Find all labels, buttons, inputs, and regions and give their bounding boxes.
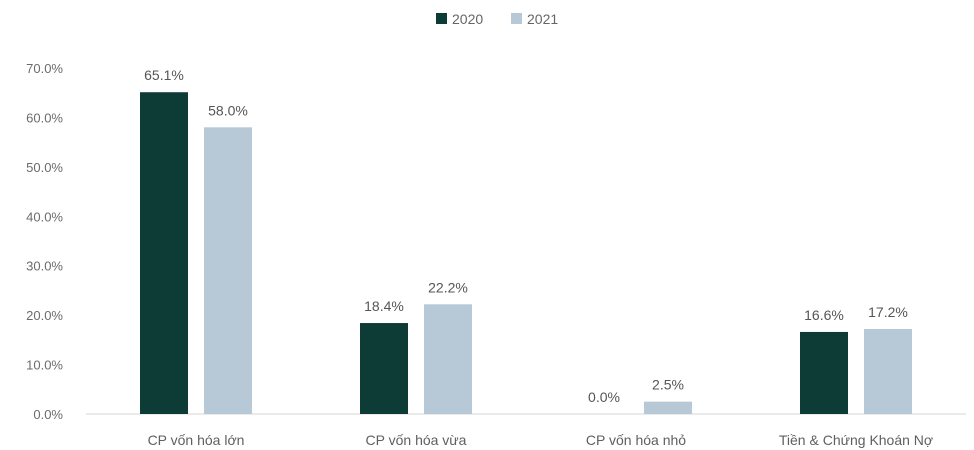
- data-label-2021-2: 2.5%: [652, 377, 684, 393]
- y-tick-label: 30.0%: [26, 259, 63, 274]
- legend-swatch-2021: [511, 13, 522, 24]
- y-tick-label: 60.0%: [26, 110, 63, 125]
- y-tick-label: 70.0%: [26, 61, 63, 76]
- data-label-2021-1: 22.2%: [428, 279, 468, 295]
- data-label-2020-3: 16.6%: [804, 307, 844, 323]
- legend-label-2021: 2021: [527, 11, 558, 27]
- y-tick-label: 10.0%: [26, 358, 63, 373]
- y-tick-label: 40.0%: [26, 209, 63, 224]
- data-label-2021-3: 17.2%: [868, 304, 908, 320]
- category-label: CP vốn hóa nhỏ: [586, 432, 686, 448]
- data-label-2020-1: 18.4%: [364, 298, 404, 314]
- bar-2021-0: [204, 127, 252, 414]
- data-label-2021-0: 58.0%: [208, 102, 248, 118]
- category-label: CP vốn hóa lớn: [148, 432, 245, 448]
- data-label-2020-2: 0.0%: [588, 389, 620, 405]
- legend-swatch-2020: [436, 13, 447, 24]
- y-tick-label: 20.0%: [26, 308, 63, 323]
- data-labels-group: 65.1% 18.4% 0.0% 16.6% 58.0% 22.2% 2.5% 17.2%: [144, 67, 908, 405]
- category-label: Tiền & Chứng Khoán Nợ: [779, 432, 933, 448]
- legend-label-2020: 2020: [452, 11, 483, 27]
- legend: 2020 2021: [436, 11, 558, 27]
- bar-2020-0: [140, 92, 188, 414]
- bars-group: [140, 92, 912, 414]
- y-tick-label: 0.0%: [33, 407, 63, 422]
- category-label: CP vốn hóa vừa: [366, 432, 467, 448]
- data-label-2020-0: 65.1%: [144, 67, 184, 83]
- bar-2021-2: [644, 402, 692, 414]
- bar-2020-1: [360, 323, 408, 414]
- bar-2021-1: [424, 304, 472, 414]
- bar-2021-3: [864, 329, 912, 414]
- bar-2020-3: [800, 332, 848, 414]
- y-axis: 0.0% 10.0% 20.0% 30.0% 40.0% 50.0% 60.0%…: [26, 61, 63, 422]
- x-axis: CP vốn hóa lớn CP vốn hóa vừa CP vốn hóa…: [148, 432, 934, 448]
- y-tick-label: 50.0%: [26, 160, 63, 175]
